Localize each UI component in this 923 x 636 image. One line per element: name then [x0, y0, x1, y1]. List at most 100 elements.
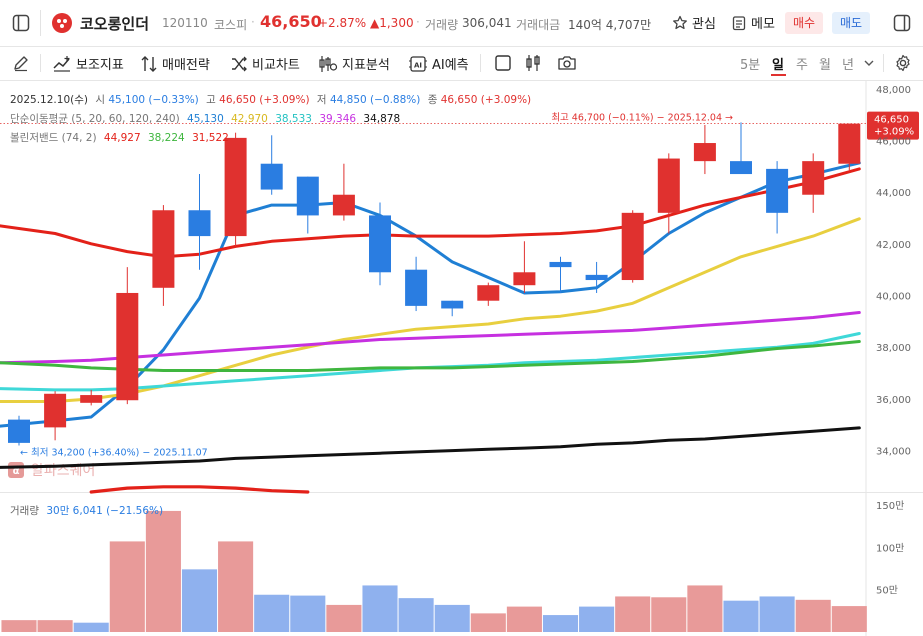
last-price-tag: [867, 111, 919, 140]
buy-button[interactable]: 매수: [785, 12, 823, 34]
volume-bar: [434, 604, 470, 632]
candle-type-icon[interactable]: [524, 54, 542, 72]
candle-body: [152, 210, 175, 288]
max-price-annotation: 최고 46,700 (−0.11%) − 2025.12.04 →: [551, 112, 733, 123]
period-day[interactable]: 일: [772, 58, 784, 73]
period-week[interactable]: 주: [796, 58, 808, 73]
sell-button[interactable]: 매도: [832, 12, 870, 34]
volume-bar: [795, 599, 831, 632]
ai-forecast-button[interactable]: AI AI예측: [408, 54, 469, 73]
change-amount: ▲1,300: [370, 16, 414, 30]
bb-info-line: 볼린저밴드 (74, 2) 44,927 38,224 31,522: [10, 130, 229, 145]
compare-button[interactable]: 비교차트: [230, 54, 300, 73]
candle-body: [693, 143, 716, 162]
ai-forecast-label: AI예측: [432, 58, 469, 73]
low-label: 저: [316, 94, 327, 106]
ma240-value: 34,878: [363, 113, 401, 125]
volume-bar: [218, 541, 254, 632]
open-label: 시: [95, 94, 105, 106]
volume-bar: [326, 604, 362, 632]
stock-header: 코오롱인더 120110 코스피 · 46,650 +2.87% ▲1,300 …: [0, 0, 923, 47]
candle-body: [224, 137, 247, 237]
header-divider: [40, 10, 41, 36]
indicators-button[interactable]: 보조지표: [52, 54, 124, 73]
candle-body: [585, 274, 608, 281]
volume-title: 거래량: [10, 505, 39, 517]
svg-text:α: α: [13, 466, 20, 477]
toolbar-divider: [40, 54, 41, 72]
min-price-annotation: ← 최저 34,200 (+36.40%) − 2025.11.07: [20, 447, 208, 458]
chart-toolbar: 보조지표 매매전략 비교차트 지표분석 AI AI예측 5분 일 주 월 년: [0, 46, 923, 81]
ai-chip-icon: AI: [409, 55, 427, 72]
volume-bar: [542, 615, 579, 632]
period-5min[interactable]: 5분: [740, 58, 761, 73]
close-value: 46,650 (+3.09%): [440, 94, 532, 106]
ohlc-info-line: 2025.12.10(수) 시 45,100 (−0.33%) 고 46,650…: [10, 92, 531, 107]
period-year[interactable]: 년: [842, 58, 854, 73]
ma60-value: 38,533: [275, 113, 312, 125]
memo-button[interactable]: 메모: [731, 13, 775, 32]
volume-bar: [759, 596, 795, 632]
volume-bar: [1, 620, 37, 632]
ohlc-date: 2025.12.10(수): [10, 94, 88, 106]
volume-tick-label: 150만: [876, 500, 904, 512]
volume-bar: [615, 596, 651, 632]
price-tick-label: 38,000: [876, 343, 911, 354]
ma-line-bb_mid: [0, 340, 861, 372]
chevron-down-icon[interactable]: [863, 57, 875, 69]
volume-info-line: 거래량 30만 6,041 (−21.56%): [10, 503, 163, 518]
strategy-button[interactable]: 매매전략: [140, 54, 210, 73]
panel-toggle-icon[interactable]: [893, 14, 911, 32]
amount-label: 거래대금: [516, 18, 561, 32]
candle-body: [549, 261, 572, 268]
price-tick-label: 46,000: [876, 136, 911, 147]
volume-bar: [254, 594, 290, 632]
toolbar-divider: [480, 54, 481, 72]
candle-body: [513, 272, 536, 286]
price-tick-label: 42,000: [876, 240, 911, 251]
candle-body: [477, 285, 500, 301]
candle-body: [657, 158, 680, 213]
ma-line-long: [0, 426, 861, 469]
ma-info-line: 단순이동평균 (5, 20, 60, 120, 240) 45,130 42,9…: [10, 111, 400, 126]
stock-chart[interactable]: α 알파스퀘어 46,650+3.09%최고 46,700 (−0.11%) −…: [0, 81, 923, 636]
sidebar-toggle-icon[interactable]: [12, 14, 30, 32]
close-label: 종: [427, 94, 438, 106]
ma-title: 단순이동평균 (5, 20, 60, 120, 240): [10, 113, 180, 125]
candle-body: [260, 163, 283, 190]
svg-text:AI: AI: [414, 61, 422, 69]
volume-bar: [362, 585, 398, 632]
volume-bar: [651, 597, 687, 632]
ma5-value: 45,130: [187, 113, 224, 125]
price-tick-label: 36,000: [876, 395, 911, 406]
candle-body: [441, 300, 464, 309]
candle-body: [766, 168, 789, 213]
amount-value: 140억 4,707만: [568, 18, 652, 32]
candlesticks: [8, 122, 861, 446]
settings-gear-icon[interactable]: [894, 54, 912, 72]
volume-bar: [73, 622, 109, 632]
price-axis: 34,000 36,000 38,000 40,000 42,000 44,000 46,0…: [876, 85, 911, 458]
volume-bar: [470, 613, 506, 632]
volume-tick-label: 100만: [876, 542, 904, 554]
candle-body: [116, 292, 139, 401]
candle-body: [8, 419, 30, 443]
candle-scale-icon: [319, 55, 338, 72]
favorite-button[interactable]: 관심: [672, 13, 716, 32]
annotations: 46,650+3.09% 최고 46,700 (−0.11%) − 2025.12…: [0, 111, 919, 458]
memo-label: 메모: [751, 17, 775, 32]
price-tick-label: 48,000: [876, 85, 911, 96]
analysis-label: 지표분석: [342, 58, 390, 73]
volume-bar: [687, 585, 723, 632]
period-month[interactable]: 월: [819, 58, 831, 73]
camera-icon[interactable]: [557, 54, 577, 72]
analysis-button[interactable]: 지표분석: [318, 54, 390, 73]
pencil-icon[interactable]: [12, 54, 30, 72]
square-checkbox-icon[interactable]: [494, 54, 512, 72]
volume-label: 거래량: [425, 18, 459, 32]
memo-icon: [732, 15, 746, 30]
candle-body: [730, 161, 752, 175]
volume-axis: 50만 100만 150만: [876, 500, 904, 597]
volume-bar: [398, 598, 434, 632]
compare-label: 비교차트: [252, 58, 300, 73]
